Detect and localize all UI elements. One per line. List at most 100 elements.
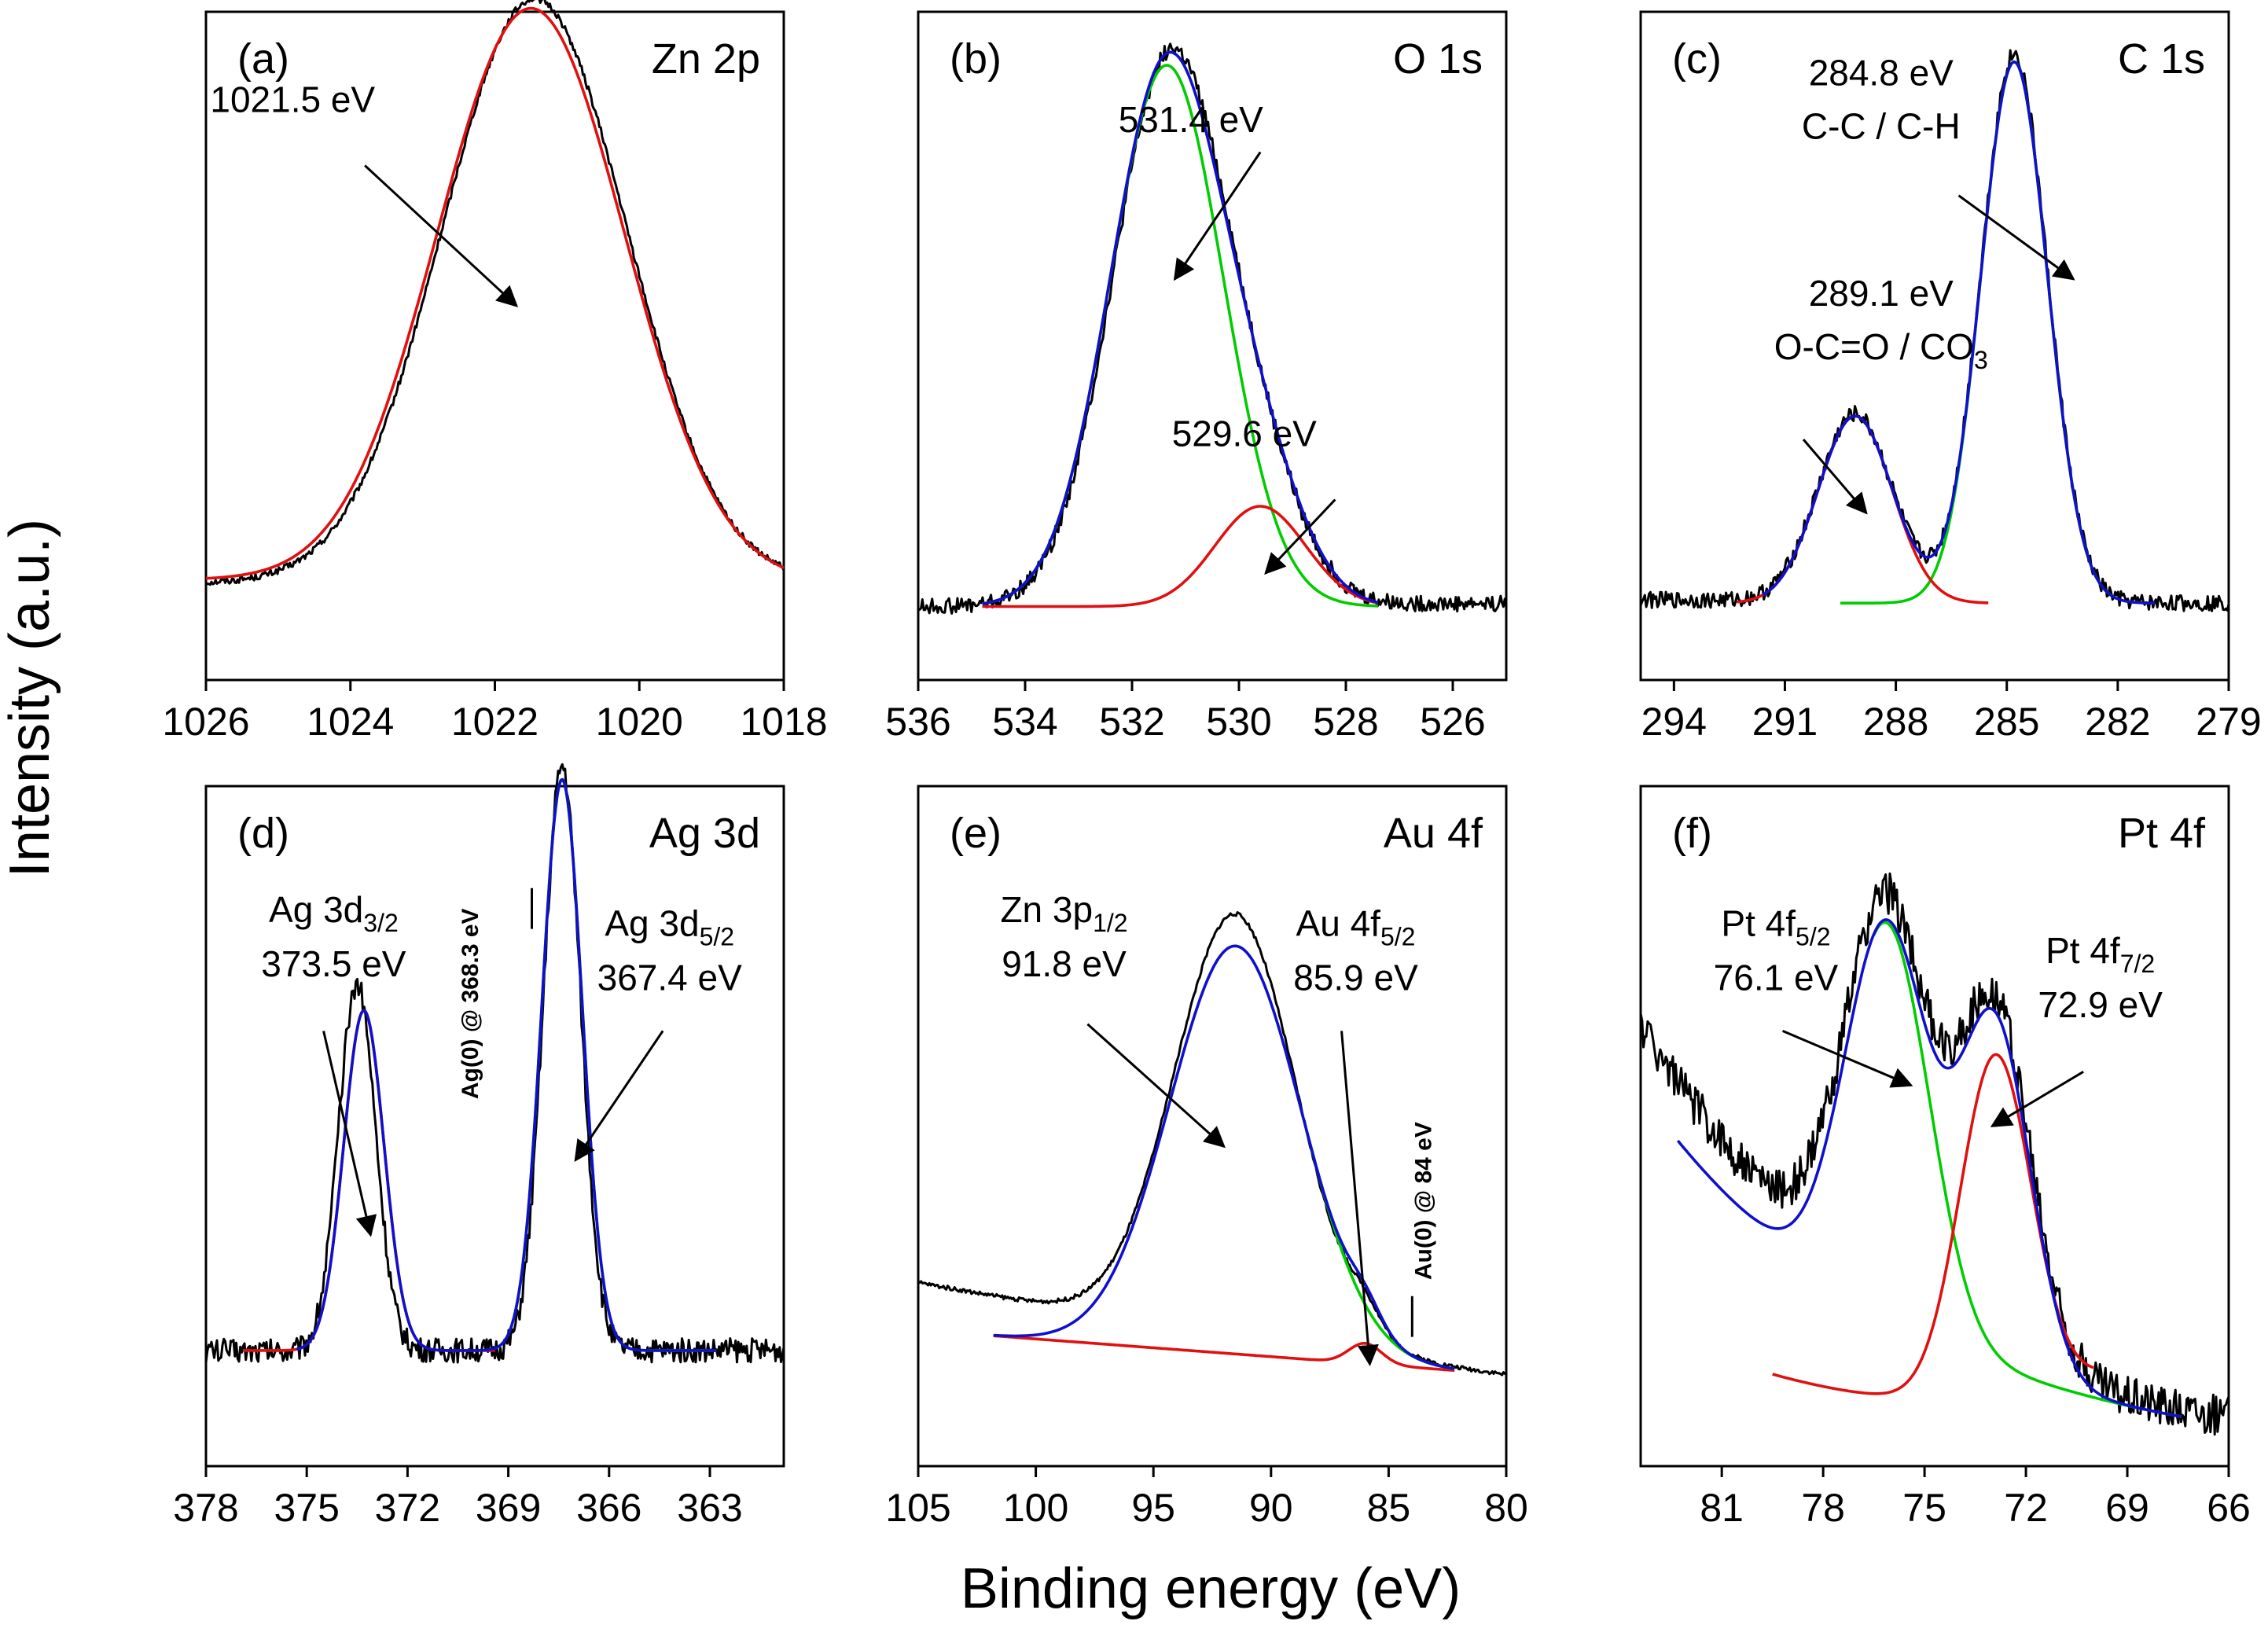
panel-a-title: Zn 2p [652,35,760,83]
panel-a-tick-label-2: 1022 [451,700,539,744]
panel-f-label-3: Pt 4f7/2 [2046,930,2155,978]
panel-c-tick-label-0: 294 [1641,700,1707,744]
panel-e-label-4: 85.9 eV [1293,958,1418,998]
panel-f-tick-label-2: 75 [1902,1486,1946,1530]
panel-e-label-0: Zn 3p1/2 [1000,889,1127,937]
panel-c-arrow-5 [1802,439,1868,515]
panel-e-label-3: Au 4f5/2 [1296,902,1416,950]
panel-d-tick-label-1: 375 [274,1486,339,1530]
panel-b-tick-label-4: 528 [1313,700,1378,744]
panel-e-frame [917,785,1508,1468]
panel-d-tick-label-5: 363 [677,1486,742,1530]
panel-d-tick-label-3: 369 [476,1486,541,1530]
panel-d-arrow-2 [322,1031,377,1237]
panel-e-tick-label-3: 90 [1249,1486,1293,1530]
panel-e: 105 100 95 90 85 80 (e) Au 4f Zn 3p1/2 91.8 eV Au … [885,785,1528,1530]
panel-f-tick-label-5: 66 [2207,1486,2251,1530]
panel-d-series-3 [296,777,717,1352]
panel-e-label-1: 91.8 eV [1002,943,1127,984]
panel-f-series-2 [1772,1053,2094,1395]
panel-d-tick-label-0: 378 [173,1486,238,1530]
panel-c-label-3: 289.1 eV [1809,273,1954,314]
panel-a: 1026 1024 1022 1020 1018 (a) Zn 2p 1021.5 eV [162,0,828,744]
panel-f-tick-label-1: 78 [1801,1486,1845,1530]
panel-b-series-1 [982,64,1378,608]
panel-a-arrow-1 [364,164,519,307]
panel-f-frame [1639,785,2230,1468]
panel-b-letter: (b) [950,35,1002,83]
panel-d-label-4: 367.4 eV [597,958,742,998]
x-axis-title: Binding energy (eV) [961,1557,1461,1620]
panel-c-tick-label-5: 279 [2196,700,2261,744]
panel-e-title: Au 4f [1384,810,1483,857]
panel-c-series-3 [1762,60,2155,605]
panel-f-arrow-2 [1781,1030,1913,1088]
panel-b-tick-label-1: 534 [992,700,1057,744]
panel-c-tick-label-1: 291 [1752,700,1818,744]
panel-c-label-0: 284.8 eV [1809,53,1954,94]
panel-c-label-4: O-C=O / CO3 [1774,326,1988,374]
panel-d-tick-label-2: 372 [375,1486,440,1530]
panel-d-vlabel-6: Ag(0) @ 368.3 eV [458,908,483,1099]
panel-f: 81 78 75 72 69 66 (f) Pt 4f Pt 4f5/2 76.1 eV Pt 4f… [1639,785,2251,1530]
panel-c-letter: (c) [1672,35,1722,83]
panel-a-letter: (a) [237,35,289,83]
panel-e-series-3 [993,944,1455,1370]
panel-d-title: Ag 3d [649,810,760,857]
panel-f-letter: (f) [1672,810,1712,857]
panel-f-title: Pt 4f [2118,810,2206,857]
panel-e-arrow-2 [1086,1023,1226,1149]
panel-b-series-3 [982,50,1379,605]
panel-c-title: C 1s [2118,35,2205,83]
panel-e-tick-label-5: 80 [1484,1486,1528,1530]
panel-a-tick-label-3: 1020 [596,700,683,744]
panel-e-vlabel-6: Au(0) @ 84 eV [1410,1122,1436,1280]
panel-b-tick-label-5: 526 [1420,700,1485,744]
panel-b-series-0 [917,42,1508,615]
panel-d-arrow-5 [574,1030,664,1162]
panel-f-arrow-5 [1990,1071,2084,1127]
panel-e-tick-label-4: 85 [1367,1486,1411,1530]
panel-f-label-0: Pt 4f5/2 [1721,902,1830,950]
panel-c-tick-label-4: 282 [2085,700,2150,744]
panel-d-label-1: 373.5 eV [261,943,406,984]
panel-c-label-1: C-C / C-H [1802,106,1961,147]
panel-d: 378 375 372 369 366 363 (d) Ag 3d Ag 3d3/2 373.5 … [173,763,785,1530]
panel-b-arrow-3 [1264,498,1336,575]
panel-b-tick-label-0: 536 [885,700,950,744]
panel-b-tick-label-3: 530 [1206,700,1271,744]
panel-e-tick-label-2: 95 [1131,1486,1175,1530]
panel-d-tick-label-4: 366 [576,1486,641,1530]
panel-b-title: O 1s [1393,35,1483,83]
panel-b-arrow-1 [1173,151,1262,281]
panel-e-letter: (e) [950,810,1002,857]
panel-a-series-1 [205,6,785,580]
panel-e-tick-label-0: 105 [885,1486,950,1530]
panel-d-letter: (d) [237,810,289,857]
panel-d-label-3: Ag 3d5/2 [605,902,734,950]
panel-c-series-0 [1639,49,2230,612]
panel-c-arrow-2 [1957,194,2075,281]
panel-c-tick-label-2: 288 [1863,700,1928,744]
panel-b-frame [917,10,1508,682]
panel-e-tick-label-1: 100 [1003,1486,1068,1530]
panel-f-tick-label-3: 72 [2004,1486,2048,1530]
y-axis-title: Intensity (a.u.) [0,519,61,877]
panel-c-tick-label-3: 285 [1974,700,2039,744]
panel-f-series-0 [1639,872,2230,1436]
panel-f-series-3 [1676,918,2182,1418]
panel-b: 536 534 532 530 528 526 (b) O 1s 531.4 eV 529.6 e… [885,10,1508,744]
panel-b-label-0: 531.4 eV [1119,99,1263,140]
panel-f-label-1: 76.1 eV [1714,958,1839,998]
panel-c-frame [1639,10,2230,682]
panel-d-series-0 [204,763,785,1364]
panel-b-label-2: 529.6 eV [1172,414,1317,454]
panel-b-series-2 [982,505,1379,608]
panel-b-tick-label-2: 532 [1099,700,1164,744]
panel-f-tick-label-4: 69 [2105,1486,2149,1530]
panel-e-series-1 [993,1334,1455,1373]
panel-f-tick-label-0: 81 [1700,1486,1744,1530]
panel-a-tick-label-0: 1026 [162,700,249,744]
panels-group: 1026 1024 1022 1020 1018 (a) Zn 2p 1021.5 eV 536… [162,0,2262,1530]
